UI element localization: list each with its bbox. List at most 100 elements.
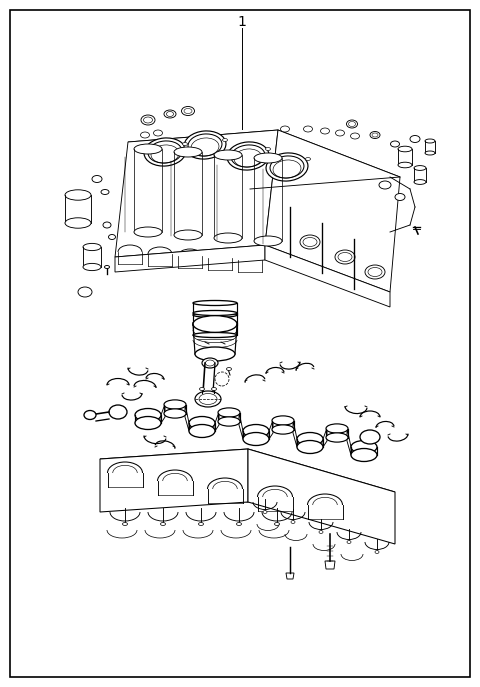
- Ellipse shape: [193, 313, 237, 317]
- Ellipse shape: [164, 409, 186, 418]
- Ellipse shape: [65, 218, 91, 228]
- Ellipse shape: [193, 322, 237, 328]
- Ellipse shape: [237, 523, 241, 526]
- Polygon shape: [115, 245, 265, 272]
- Ellipse shape: [243, 433, 269, 445]
- Ellipse shape: [134, 144, 162, 154]
- Polygon shape: [325, 561, 335, 569]
- Ellipse shape: [425, 139, 435, 143]
- Ellipse shape: [78, 287, 92, 297]
- Polygon shape: [323, 428, 327, 447]
- Ellipse shape: [280, 126, 289, 132]
- Polygon shape: [347, 428, 351, 455]
- Ellipse shape: [108, 234, 116, 240]
- Ellipse shape: [164, 400, 186, 409]
- Ellipse shape: [347, 541, 351, 543]
- Ellipse shape: [193, 333, 237, 337]
- Ellipse shape: [270, 156, 304, 178]
- Ellipse shape: [326, 424, 348, 433]
- Ellipse shape: [193, 315, 237, 333]
- Ellipse shape: [368, 267, 382, 276]
- Polygon shape: [100, 449, 248, 512]
- Ellipse shape: [365, 265, 385, 279]
- Ellipse shape: [410, 135, 420, 142]
- Ellipse shape: [218, 417, 240, 426]
- Ellipse shape: [65, 190, 91, 200]
- Ellipse shape: [297, 440, 323, 453]
- Ellipse shape: [193, 320, 237, 326]
- Ellipse shape: [212, 387, 216, 390]
- Ellipse shape: [135, 409, 161, 422]
- Ellipse shape: [398, 146, 412, 152]
- Ellipse shape: [351, 440, 377, 453]
- Polygon shape: [248, 449, 395, 544]
- Ellipse shape: [300, 235, 320, 249]
- Ellipse shape: [305, 157, 311, 161]
- Ellipse shape: [214, 233, 242, 243]
- Ellipse shape: [202, 358, 218, 368]
- Ellipse shape: [188, 134, 222, 156]
- Polygon shape: [269, 420, 273, 439]
- Ellipse shape: [303, 238, 317, 247]
- Ellipse shape: [92, 175, 102, 183]
- Ellipse shape: [184, 131, 226, 159]
- Ellipse shape: [84, 411, 96, 420]
- Text: 1: 1: [238, 15, 246, 29]
- Ellipse shape: [83, 263, 101, 271]
- Ellipse shape: [154, 130, 163, 136]
- Ellipse shape: [193, 300, 237, 306]
- Ellipse shape: [398, 162, 412, 168]
- Ellipse shape: [227, 368, 231, 370]
- Ellipse shape: [214, 150, 242, 160]
- Ellipse shape: [193, 311, 237, 315]
- Ellipse shape: [254, 236, 282, 246]
- Polygon shape: [286, 573, 294, 579]
- Ellipse shape: [189, 425, 215, 438]
- Polygon shape: [293, 420, 297, 447]
- Ellipse shape: [335, 250, 355, 264]
- Ellipse shape: [425, 151, 435, 155]
- Ellipse shape: [109, 405, 127, 419]
- Ellipse shape: [243, 425, 269, 438]
- Ellipse shape: [350, 133, 360, 139]
- Ellipse shape: [174, 147, 202, 157]
- Ellipse shape: [101, 190, 109, 194]
- Ellipse shape: [199, 523, 204, 526]
- Ellipse shape: [103, 222, 111, 228]
- Ellipse shape: [83, 243, 101, 251]
- Ellipse shape: [326, 433, 348, 442]
- Ellipse shape: [195, 347, 235, 361]
- Polygon shape: [265, 130, 400, 292]
- Ellipse shape: [360, 430, 380, 444]
- Ellipse shape: [254, 153, 282, 163]
- Ellipse shape: [297, 433, 323, 445]
- Ellipse shape: [414, 179, 426, 184]
- Ellipse shape: [231, 145, 265, 167]
- Ellipse shape: [122, 523, 128, 526]
- Polygon shape: [265, 245, 390, 307]
- Ellipse shape: [148, 141, 182, 163]
- Ellipse shape: [144, 138, 186, 166]
- Polygon shape: [115, 130, 278, 257]
- Ellipse shape: [195, 391, 221, 407]
- Polygon shape: [161, 404, 165, 423]
- Polygon shape: [215, 412, 219, 431]
- Ellipse shape: [319, 530, 323, 534]
- Ellipse shape: [223, 139, 228, 142]
- Ellipse shape: [275, 523, 279, 526]
- Polygon shape: [100, 449, 395, 502]
- Ellipse shape: [227, 142, 269, 170]
- Ellipse shape: [336, 130, 345, 136]
- Ellipse shape: [200, 387, 204, 390]
- Ellipse shape: [375, 550, 379, 554]
- Polygon shape: [239, 412, 243, 439]
- Ellipse shape: [174, 230, 202, 240]
- Ellipse shape: [338, 253, 352, 262]
- Ellipse shape: [291, 521, 295, 523]
- Ellipse shape: [265, 148, 271, 150]
- Polygon shape: [128, 130, 400, 189]
- Ellipse shape: [414, 166, 426, 170]
- Ellipse shape: [160, 523, 166, 526]
- Ellipse shape: [272, 416, 294, 425]
- Ellipse shape: [218, 408, 240, 417]
